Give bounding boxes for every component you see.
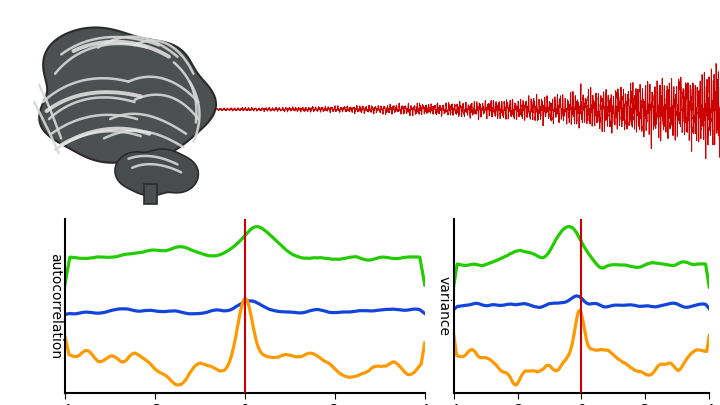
Polygon shape xyxy=(145,184,157,204)
Polygon shape xyxy=(115,149,198,196)
Y-axis label: autocorrelation: autocorrelation xyxy=(48,253,62,359)
Polygon shape xyxy=(40,28,216,163)
Y-axis label: variance: variance xyxy=(437,276,451,336)
